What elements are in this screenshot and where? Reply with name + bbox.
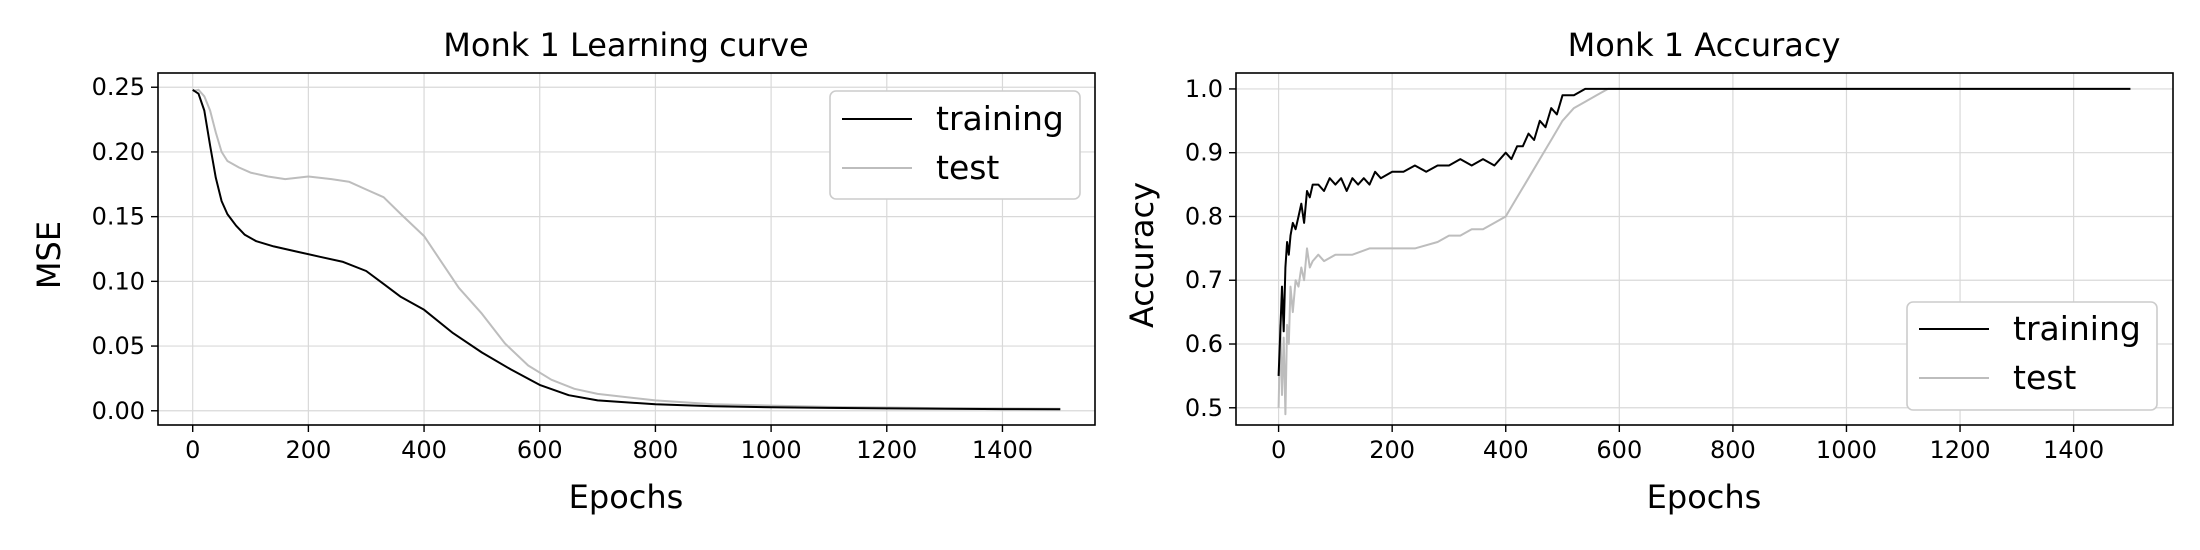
x-tick-label: 1000 — [741, 436, 802, 464]
y-tick-label: 0.00 — [92, 397, 145, 425]
chart-title: Monk 1 Accuracy — [1568, 26, 1841, 64]
legend-label-test: test — [2013, 358, 2076, 397]
y-tick-label: 0.7 — [1185, 266, 1223, 294]
x-tick-label: 1000 — [1816, 436, 1877, 464]
legend: training test — [829, 90, 1081, 200]
x-tick-label: 600 — [517, 436, 563, 464]
x-tick-label: 1200 — [856, 436, 917, 464]
legend: training test — [1906, 301, 2158, 411]
y-tick-label: 0.15 — [92, 203, 145, 231]
x-tick-label: 0 — [1271, 436, 1286, 464]
x-axis-label: Epochs — [569, 478, 684, 516]
y-axis-label: MSE — [30, 221, 68, 289]
axis-ticks: 0 200 400 600 800 1000 1200 1400 0.00 0.05 0.10 0.1… — [92, 73, 1033, 464]
y-tick-label: 0.05 — [92, 332, 145, 360]
plot-frame — [1235, 72, 2174, 426]
series-lines — [192, 88, 1061, 411]
legend-label-test: test — [936, 148, 999, 187]
series-line-test — [1277, 87, 2131, 416]
x-tick-label: 200 — [1369, 436, 1415, 464]
x-tick-label: 1200 — [1930, 436, 1991, 464]
y-tick-label: 1.0 — [1185, 75, 1223, 103]
legend-label-training: training — [936, 99, 1064, 138]
learning-curve-panel: Monk 1 Learning curve Epochs MSE 0 200 400… — [30, 26, 1096, 516]
y-tick-label: 0.20 — [92, 138, 145, 166]
x-tick-label: 0 — [185, 436, 200, 464]
y-axis-label: Accuracy — [1123, 182, 1161, 328]
series-lines — [1277, 87, 2131, 416]
x-tick-label: 400 — [1483, 436, 1529, 464]
x-tick-label: 1400 — [2043, 436, 2104, 464]
x-axis-label: Epochs — [1647, 478, 1762, 516]
x-tick-label: 1400 — [972, 436, 1033, 464]
x-tick-label: 600 — [1596, 436, 1642, 464]
y-tick-label: 0.9 — [1185, 139, 1223, 167]
x-tick-label: 200 — [285, 436, 331, 464]
series-line-training — [192, 88, 1061, 411]
axis-ticks: 0 200 400 600 800 1000 1200 1400 0.5 0.6 0.7 0.8 0.9… — [1185, 75, 2104, 464]
legend-label-training: training — [2013, 309, 2141, 348]
series-line-test — [192, 88, 1061, 410]
y-tick-label: 0.6 — [1185, 330, 1223, 358]
series-line-training — [1277, 87, 2131, 376]
y-tick-label: 0.25 — [92, 73, 145, 101]
x-tick-label: 800 — [633, 436, 679, 464]
y-tick-label: 0.5 — [1185, 394, 1223, 422]
y-tick-label: 0.10 — [92, 267, 145, 295]
accuracy-panel: Monk 1 Accuracy Epochs Accuracy 0 200 400 6… — [1123, 26, 2174, 516]
y-tick-label: 0.8 — [1185, 202, 1223, 230]
plot-frame — [157, 72, 1096, 426]
chart-title: Monk 1 Learning curve — [443, 26, 808, 64]
x-tick-label: 400 — [401, 436, 447, 464]
x-tick-label: 800 — [1710, 436, 1756, 464]
